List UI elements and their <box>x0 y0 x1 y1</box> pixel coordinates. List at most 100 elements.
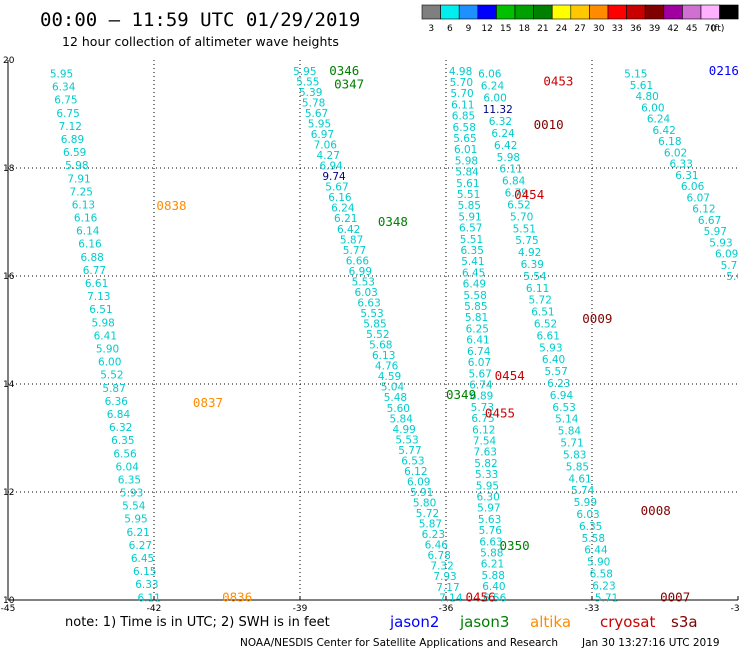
wave-height-value: 5.93 <box>539 342 562 354</box>
pass-time-label: 0454 <box>514 187 544 202</box>
wave-height-value: 5.78 <box>302 97 325 109</box>
wave-height-value: 4.76 <box>375 361 399 373</box>
legend-swatch <box>570 4 590 20</box>
legend-swatch <box>533 4 553 20</box>
wave-height-value: 5.67 <box>468 368 491 380</box>
wave-height-value: 7.91 <box>67 173 90 185</box>
wave-height-value: 6.35 <box>118 474 141 486</box>
legend-label: 21 <box>537 24 548 34</box>
legend-label: 24 <box>556 24 568 34</box>
wave-height-value: 5.93 <box>120 488 143 500</box>
wave-height-value: 6.16 <box>328 192 352 204</box>
wave-height-value: 6.14 <box>76 226 100 238</box>
wave-height-value: 6.42 <box>494 140 517 152</box>
wave-height-value: 6.84 <box>502 176 526 188</box>
wave-height-value: 5.95 <box>476 480 499 492</box>
wave-height-value: 5.84 <box>455 167 479 179</box>
wave-height-value: 6.59 <box>63 147 86 159</box>
wave-height-value: 4.80 <box>635 91 658 103</box>
wave-height-value: 6.04 <box>116 461 140 473</box>
pass-time-label: 0346 <box>329 63 359 78</box>
wave-height-value: 5.61 <box>630 80 653 92</box>
wave-height-value: 5.39 <box>299 87 322 99</box>
wave-height-value: 6.34 <box>52 82 76 94</box>
wave-height-value: 5.70 <box>450 88 473 100</box>
wave-height-value: 6.02 <box>664 147 687 159</box>
wave-height-value: 5.57 <box>544 366 567 378</box>
wave-height-value: 6.21 <box>481 559 504 571</box>
wave-height-value: 6.01 <box>454 144 477 156</box>
wave-height-value: 5.83 <box>563 449 586 461</box>
wave-height-value: 5.52 <box>100 370 123 382</box>
wave-height-value: 5.98 <box>65 160 88 172</box>
wave-height-value: 4.98 <box>449 66 472 78</box>
y-tick-label: 18 <box>3 164 15 174</box>
wave-height-value: 5.33 <box>475 469 498 481</box>
legend-label: 6 <box>447 24 453 34</box>
wave-height-value: 7.06 <box>314 140 338 152</box>
satellite-legend: jason2 jason3 altika cryosat s3a <box>389 613 698 631</box>
wave-height-value: 6.24 <box>481 80 505 92</box>
wave-height-value: 6.42 <box>652 125 675 137</box>
wave-height-value: 6.32 <box>489 116 512 128</box>
legend-label: 15 <box>500 24 511 34</box>
wave-height-value: 7.63 <box>474 447 497 459</box>
wave-height-value: 6.06 <box>681 181 705 193</box>
wave-height-value: 5.95 <box>124 514 147 526</box>
pass-time-label: 0456 <box>465 589 495 604</box>
wave-height-value: 5.95 <box>293 66 316 78</box>
wave-height-value: 5.81 <box>465 312 488 324</box>
wave-height-value: 5.74 <box>571 485 595 497</box>
legend-swatch <box>496 4 516 20</box>
wave-height-value: 5.85 <box>363 319 386 331</box>
wave-height-value: 6.23 <box>547 378 570 390</box>
wave-height-value: 6.40 <box>482 581 505 593</box>
wave-height-value: 5.58 <box>463 290 486 302</box>
wave-height-value: 6.79 <box>505 188 528 200</box>
legend-swatch <box>551 4 572 20</box>
wave-height-value: 5.65 <box>726 271 740 283</box>
wave-height-value: 5.54 <box>523 271 547 283</box>
footer: note: 1) Time is in UTC; 2) SWH is in fe… <box>65 613 720 649</box>
wave-height-value: 6.13 <box>72 199 95 211</box>
wave-height-value: 6.06 <box>478 69 502 81</box>
wave-height-value: 5.41 <box>461 256 484 268</box>
chart-subtitle: 12 hour collection of altimeter wave hei… <box>62 34 339 49</box>
wave-height-value: 5.72 <box>416 508 439 520</box>
wave-height-value: 5.68 <box>369 340 392 352</box>
pass-time-label: 0836 <box>222 589 252 604</box>
wave-height-value: 5.90 <box>587 557 610 569</box>
wave-height-value: 6.35 <box>111 435 134 447</box>
legend-swatch <box>607 4 627 20</box>
wave-height-value: 6.00 <box>641 102 664 114</box>
wave-height-value: 6.35 <box>579 521 602 533</box>
legend-label: 9 <box>466 24 472 34</box>
wave-height-value: 4.99 <box>392 424 415 436</box>
wave-height-value: 6.15 <box>133 566 156 578</box>
wave-height-value: 5.93 <box>709 237 732 249</box>
wave-height-value: 11.32 <box>483 104 513 116</box>
pass-time-label: 0455 <box>485 406 515 421</box>
wave-height-value: 5.88 <box>482 570 505 582</box>
wave-height-value: 5.90 <box>96 343 119 355</box>
wave-height-value: 6.45 <box>462 267 485 279</box>
wave-height-value: 6.52 <box>507 199 530 211</box>
wave-height-value: 6.40 <box>542 354 565 366</box>
pass-time-label: 0349 <box>446 387 476 402</box>
wave-height-value: 5.99 <box>574 497 597 509</box>
wave-height-value: 5.65 <box>453 133 476 145</box>
wave-height-value: 6.75 <box>56 108 79 120</box>
x-tick-label: -45 <box>1 604 16 614</box>
legend-swatch <box>719 4 739 20</box>
wave-height-value: 4.61 <box>568 473 591 485</box>
wave-height-value: 6.03 <box>354 287 377 299</box>
wave-height-value: 6.13 <box>372 350 395 362</box>
wave-height-value: 5.72 <box>529 295 552 307</box>
wave-height-value: 6.75 <box>471 413 494 425</box>
wave-height-value: 5.67 <box>325 182 348 194</box>
wave-height-value: 5.87 <box>419 519 442 531</box>
legend-label: 42 <box>667 24 678 34</box>
legend-label: 3 <box>428 24 434 34</box>
wave-height-value: 6.41 <box>466 335 489 347</box>
wave-height-value: 6.53 <box>401 455 424 467</box>
